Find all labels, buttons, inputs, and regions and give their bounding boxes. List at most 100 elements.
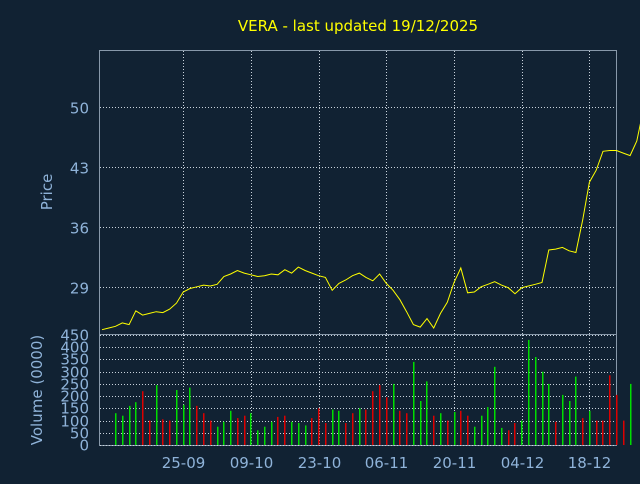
volume-bar <box>426 381 428 445</box>
volume-bar <box>548 383 550 445</box>
volume-bar <box>467 415 469 445</box>
volume-bar <box>142 391 144 445</box>
volume-bar <box>237 418 239 445</box>
volume-bar <box>332 409 334 445</box>
volume-bar <box>406 413 408 445</box>
volume-bar <box>352 413 354 445</box>
volume-bar <box>447 420 449 445</box>
price-y-tick-label: 36 <box>70 220 89 238</box>
volume-bar <box>345 423 347 445</box>
volume-bar <box>379 385 381 445</box>
volume-bar <box>122 415 124 445</box>
volume-bar <box>271 421 273 445</box>
volume-bar <box>298 423 300 445</box>
volume-bars <box>115 339 632 445</box>
volume-bar <box>176 390 178 445</box>
volume-bar <box>508 430 510 445</box>
volume-bar <box>284 415 286 445</box>
volume-bar <box>575 376 577 445</box>
volume-bar <box>542 371 544 445</box>
volume-bar <box>562 394 564 445</box>
x-tick-label: 04-12 <box>501 454 545 472</box>
volume-bar <box>311 418 313 445</box>
volume-bar <box>156 385 158 445</box>
volume-bar <box>474 426 476 445</box>
volume-bar <box>169 420 171 445</box>
volume-bar <box>305 425 307 445</box>
volume-bar <box>230 410 232 445</box>
x-tick-label: 23-10 <box>298 454 342 472</box>
volume-bar <box>494 366 496 445</box>
volume-bar <box>115 413 117 445</box>
volume-bar <box>386 397 388 445</box>
volume-bar <box>264 426 266 445</box>
volume-bar <box>217 426 219 445</box>
volume-bar <box>555 421 557 445</box>
volume-y-tick-label: 250 <box>60 376 89 394</box>
price-panel-frame <box>99 50 617 335</box>
volume-bar <box>183 404 185 445</box>
volume-bar <box>203 413 205 445</box>
volume-bar <box>487 407 489 445</box>
x-axis-ticks: 25-09 09-10 23-10 06-11 20-11 04-12 18-12 <box>162 454 612 472</box>
price-y-tick-label: 29 <box>70 280 89 298</box>
volume-bar <box>440 413 442 445</box>
volume-y-tick-label: 450 <box>60 327 89 345</box>
volume-bar <box>528 339 530 445</box>
volume-bar <box>135 402 137 445</box>
volume-bar <box>189 387 191 445</box>
x-tick-label: 18-12 <box>568 454 612 472</box>
volume-bar <box>223 421 225 445</box>
price-y-axis-ticks: 29 36 43 50 <box>70 100 89 298</box>
price-y-tick-label: 50 <box>70 100 89 118</box>
volume-bar <box>399 410 401 445</box>
volume-bar <box>325 423 327 445</box>
volume-bar <box>359 408 361 445</box>
volume-bar <box>589 410 591 445</box>
volume-bar <box>291 421 293 445</box>
x-tick-label: 06-11 <box>365 454 409 472</box>
volume-bar <box>393 383 395 445</box>
volume-bar <box>501 427 503 445</box>
price-gridlines <box>100 51 616 334</box>
volume-bar <box>616 394 618 445</box>
price-y-tick-label: 43 <box>70 160 89 178</box>
x-tick-label: 09-10 <box>230 454 274 472</box>
volume-bar <box>129 405 131 445</box>
volume-bar <box>365 409 367 445</box>
volume-bar <box>244 415 246 445</box>
volume-y-tick-label: 0 <box>79 437 89 455</box>
price-y-axis-label: Price <box>38 174 56 211</box>
volume-bar <box>514 423 516 445</box>
volume-gridlines <box>100 335 616 446</box>
volume-y-tick-label: 100 <box>60 413 89 431</box>
volume-bar <box>630 383 632 445</box>
price-series-line <box>101 123 640 331</box>
volume-bar <box>250 413 252 445</box>
volume-bar <box>609 375 611 445</box>
volume-bar <box>162 419 164 445</box>
volume-bar <box>433 415 435 445</box>
volume-bar <box>596 420 598 445</box>
volume-y-tick-label: 200 <box>60 388 89 406</box>
volume-bar <box>413 361 415 445</box>
volume-bar <box>535 357 537 445</box>
volume-bar <box>602 420 604 445</box>
volume-bar <box>420 401 422 445</box>
volume-y-tick-label: 400 <box>60 339 89 357</box>
volume-bar <box>623 420 625 445</box>
volume-bar <box>481 415 483 445</box>
volume-bar <box>460 410 462 445</box>
volume-bar <box>149 420 151 445</box>
volume-bar <box>196 405 198 445</box>
volume-y-tick-label: 350 <box>60 351 89 369</box>
volume-y-tick-label: 150 <box>60 400 89 418</box>
volume-bar <box>318 408 320 445</box>
volume-y-axis-label: Volume (0000) <box>28 335 46 445</box>
volume-bar <box>210 420 212 445</box>
volume-y-tick-label: 50 <box>70 425 89 443</box>
volume-bar <box>582 418 584 445</box>
